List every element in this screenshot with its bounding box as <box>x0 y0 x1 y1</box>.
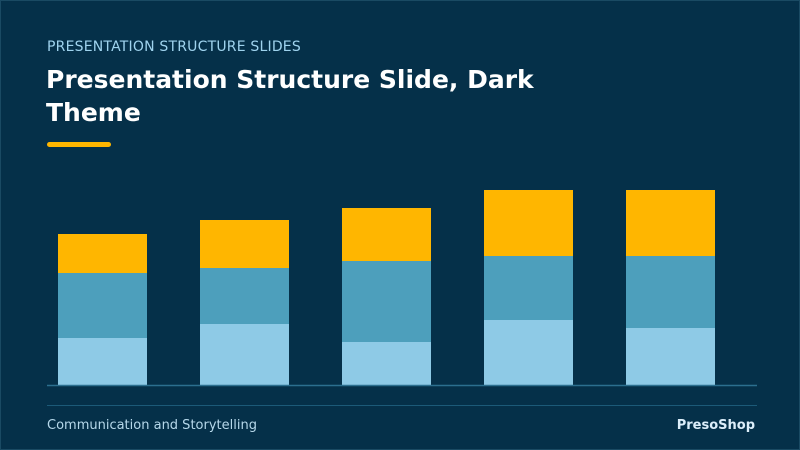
bar-3-segment-3 <box>342 208 431 261</box>
bar-1-segment-1 <box>58 338 147 385</box>
bar-1-segment-3 <box>58 234 147 273</box>
bar-4-segment-2 <box>484 256 573 320</box>
bar-2-segment-3 <box>200 220 289 268</box>
slide-title: Presentation Structure Slide, Dark Theme <box>46 65 534 127</box>
footer-brand: PresoShop <box>676 418 755 433</box>
title-accent-bar <box>47 142 111 147</box>
bar-5-segment-1 <box>626 328 715 385</box>
bar-4-segment-3 <box>484 190 573 256</box>
footer-divider <box>47 405 757 406</box>
bar-5-segment-3 <box>626 190 715 256</box>
bar-2-segment-1 <box>200 324 289 385</box>
bar-2-segment-2 <box>200 268 289 324</box>
bar-3-segment-2 <box>342 261 431 342</box>
bar-1-segment-2 <box>58 273 147 338</box>
bar-5-segment-2 <box>626 256 715 328</box>
bar-4-segment-1 <box>484 320 573 385</box>
slide-kicker: PRESENTATION STRUCTURE SLIDES <box>47 39 301 55</box>
bar-3-segment-1 <box>342 342 431 385</box>
footer-topic: Communication and Storytelling <box>47 418 257 433</box>
